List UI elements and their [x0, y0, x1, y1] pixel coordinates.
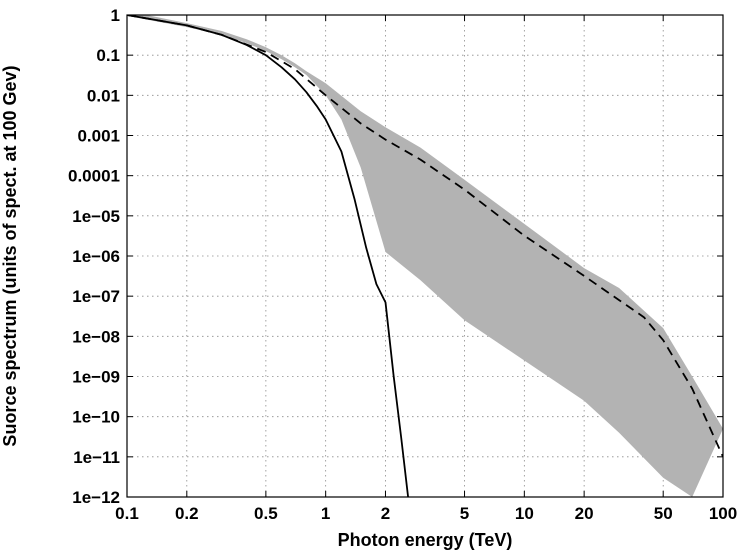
- uncertainty-band-layer: [127, 15, 723, 497]
- x-tick-label: 1: [321, 504, 330, 523]
- x-tick-label: 50: [654, 504, 673, 523]
- y-tick-label: 1e−07: [72, 287, 120, 306]
- x-axis-label: Photon energy (TeV): [338, 530, 513, 550]
- y-tick-label: 1e−10: [72, 408, 120, 427]
- axis-ticks: [126, 14, 724, 498]
- solid-series-line: [127, 15, 409, 497]
- x-tick-label: 20: [575, 504, 594, 523]
- y-tick-label: 1e−05: [72, 207, 120, 226]
- y-tick-label: 1e−08: [72, 327, 120, 346]
- x-tick-labels: 0.1 0.2 0.5 1 2 5 10 20 50 100: [115, 504, 737, 523]
- y-tick-label: 1e−06: [72, 247, 120, 266]
- x-tick-label: 2: [381, 504, 390, 523]
- x-tick-label: 5: [460, 504, 469, 523]
- y-tick-label: 0.1: [96, 46, 120, 65]
- y-tick-label: 1e−11: [73, 448, 120, 467]
- x-tick-label: 0.2: [175, 504, 199, 523]
- x-tick-label: 10: [515, 504, 534, 523]
- x-tick-label: 0.5: [254, 504, 278, 523]
- y-tick-label: 0.001: [77, 127, 120, 146]
- dashed-series-line: [127, 15, 723, 458]
- series-layer: [127, 15, 723, 497]
- y-tick-label: 1e−12: [72, 488, 120, 507]
- y-tick-label: 0.0001: [68, 167, 120, 186]
- y-tick-labels: 1 0.1 0.01 0.001 0.0001 1e−05 1e−06 1e−07 1e−08 1…: [68, 6, 120, 507]
- y-tick-label: 1e−09: [72, 368, 120, 387]
- y-tick-label: 1: [111, 6, 120, 25]
- x-tick-label: 100: [709, 504, 737, 523]
- x-tick-label: 0.1: [115, 504, 139, 523]
- uncertainty-band: [127, 15, 723, 497]
- y-tick-label: 0.01: [87, 86, 120, 105]
- y-axis-label: Suorce spectrum (units of spect. at 100 …: [0, 65, 20, 446]
